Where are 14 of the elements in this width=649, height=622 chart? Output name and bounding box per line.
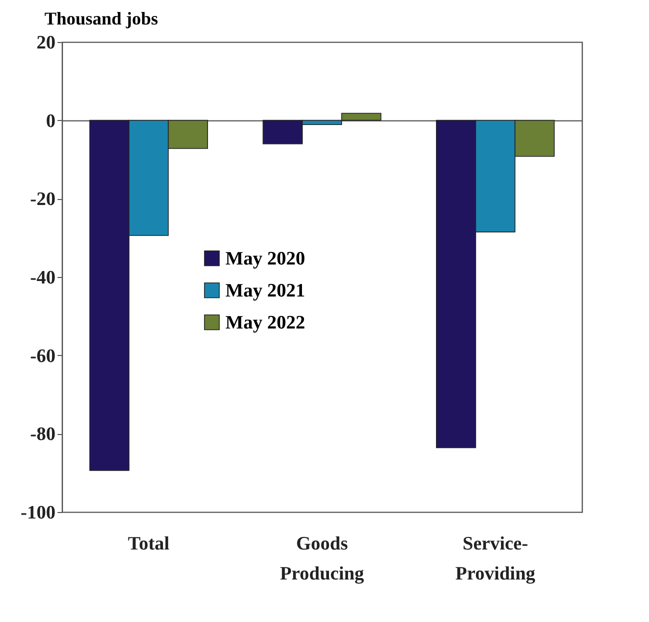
y-tick-label: -20 [30, 189, 56, 210]
y-axis-title: Thousand jobs [44, 8, 158, 28]
x-tick-label: Goods Producing [280, 534, 365, 584]
y-tick-label: 20 [36, 32, 56, 54]
legend-label: May 2021 [225, 280, 306, 302]
y-tick-label: 0 [46, 110, 56, 132]
x-tick-label: Service-Providing [455, 534, 536, 584]
y-tick-label: -80 [30, 424, 56, 446]
legend-label: May 2020 [225, 248, 306, 270]
x-tick-label: Total [128, 534, 170, 554]
y-tick-label: -100 [20, 502, 56, 524]
y-tick-label: -40 [30, 268, 56, 288]
y-tick-label: -60 [30, 346, 56, 367]
legend-label: May 2022 [225, 312, 306, 334]
